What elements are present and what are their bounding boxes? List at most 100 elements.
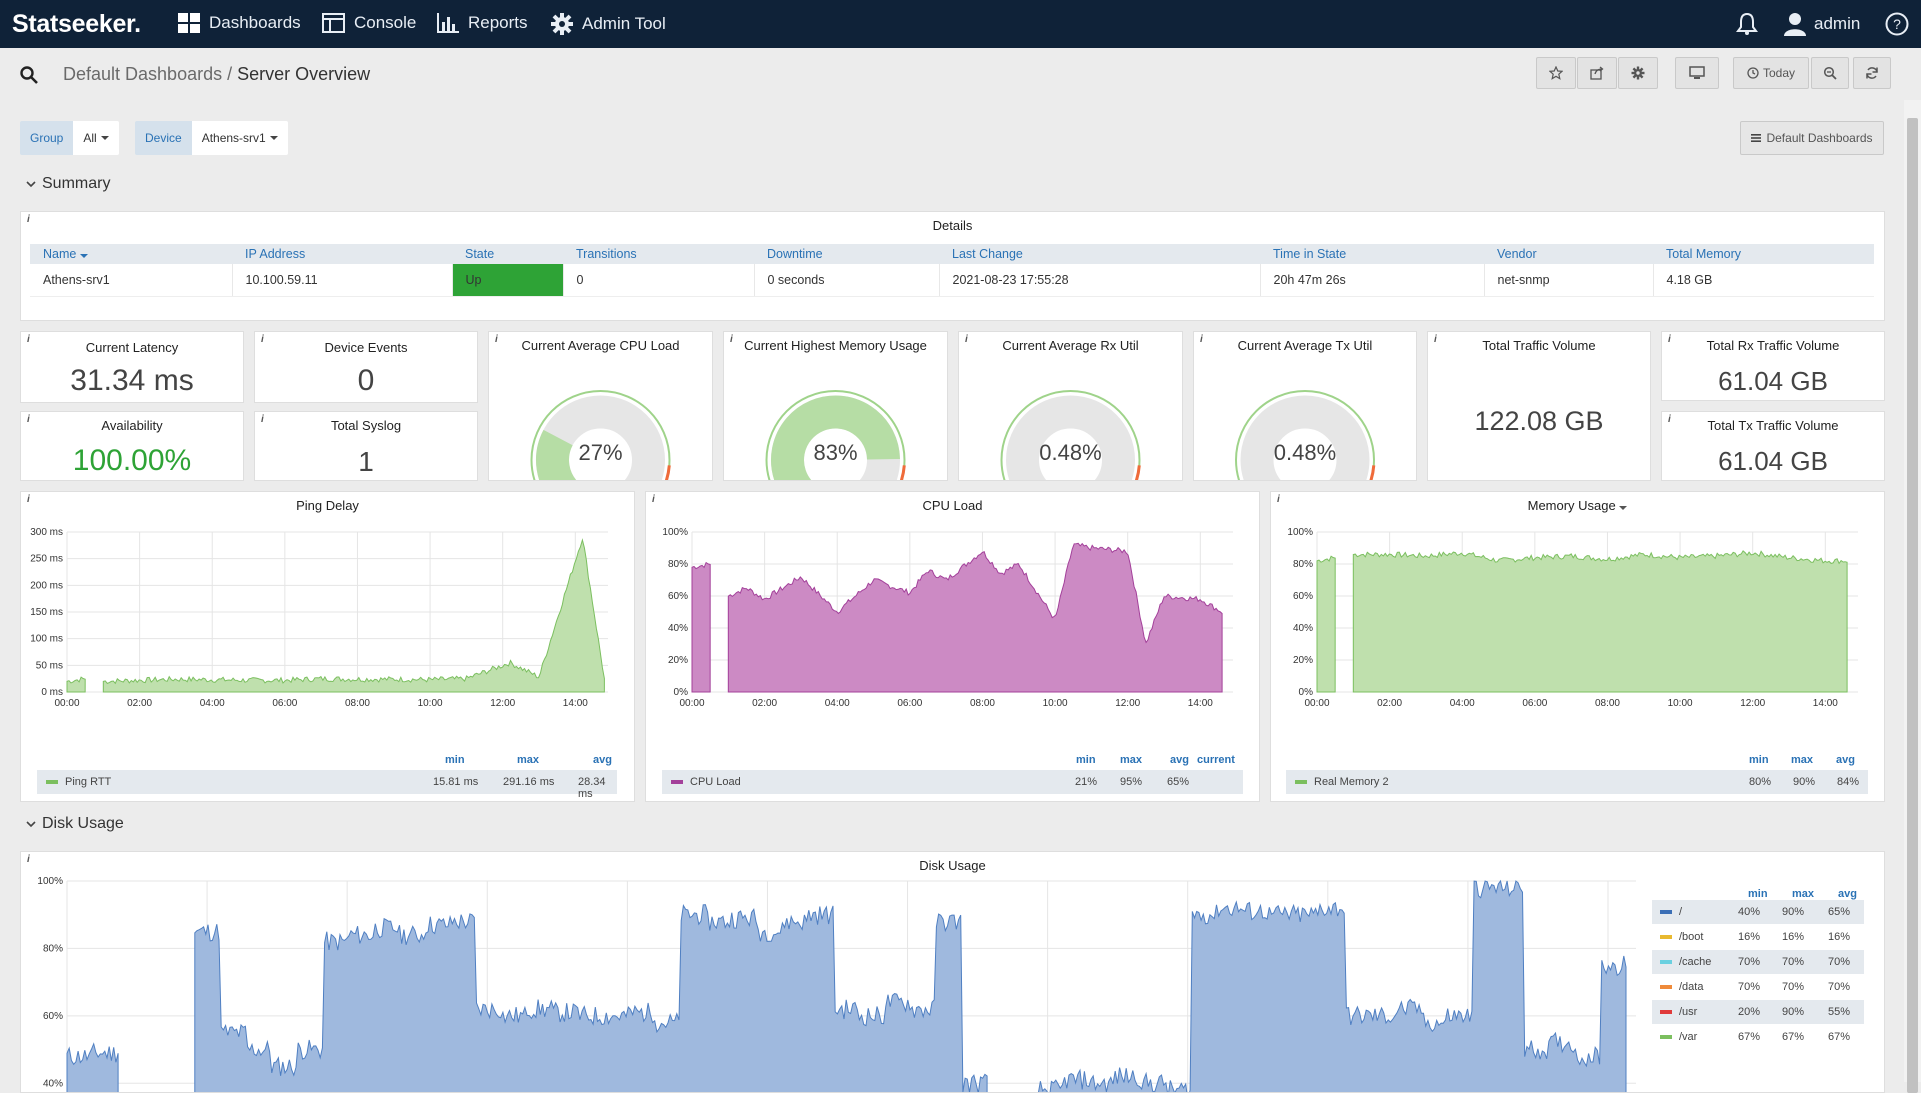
breadcrumb: Default Dashboards / Server Overview	[63, 64, 370, 85]
info-icon[interactable]: i	[1668, 334, 1671, 345]
info-icon[interactable]: i	[730, 334, 733, 345]
column-header-name[interactable]: Name	[30, 244, 232, 264]
info-icon[interactable]: i	[1277, 494, 1280, 505]
column-header[interactable]: State	[452, 244, 563, 264]
legend-header-max: max	[1120, 754, 1143, 766]
nav-dashboards[interactable]: Dashboards	[178, 13, 301, 33]
username: admin	[1814, 14, 1861, 33]
info-icon[interactable]: i	[1668, 414, 1671, 425]
device-events-value: 0	[357, 364, 375, 397]
disk-usage-section-toggle[interactable]: Disk Usage	[26, 815, 124, 833]
current-latency-panel: i Current Latency 31.34 ms	[20, 331, 244, 403]
user-menu[interactable]: admin	[1784, 12, 1860, 36]
x-tick-label: 06:00	[1522, 698, 1547, 709]
info-icon[interactable]: i	[27, 494, 30, 505]
legend-row[interactable]: /boot 16% 16% 16%	[1652, 925, 1864, 949]
legend-row[interactable]: CPU Load 21% 95% 65%	[662, 770, 1243, 794]
page-scrollbar[interactable]	[1904, 100, 1921, 1093]
monitor-icon	[1689, 66, 1705, 79]
column-header[interactable]: Vendor	[1484, 244, 1653, 264]
info-icon[interactable]: i	[261, 334, 264, 345]
nav-admin-tool[interactable]: Admin Tool	[551, 13, 666, 35]
column-header[interactable]: Time in State	[1260, 244, 1484, 264]
y-tick-label: 250 ms	[30, 554, 63, 565]
chart-title-dropdown[interactable]: Memory Usage	[1271, 498, 1884, 513]
series-swatch	[671, 780, 683, 784]
column-header[interactable]: Last Change	[939, 244, 1260, 264]
x-tick-label: 12:00	[490, 698, 515, 709]
info-icon[interactable]: i	[27, 854, 30, 865]
nav-label: Admin Tool	[582, 14, 666, 33]
y-tick-label: 40%	[668, 623, 688, 634]
x-tick-label: 12:00	[1740, 698, 1765, 709]
display-mode-button[interactable]	[1675, 57, 1719, 89]
info-icon[interactable]: i	[1200, 334, 1203, 345]
legend-min: 80%	[1749, 776, 1772, 788]
legend-min: 67%	[1738, 1031, 1761, 1043]
x-tick-label: 02:00	[752, 698, 777, 709]
legend-series-name: /var	[1679, 1031, 1698, 1043]
settings-button[interactable]	[1618, 57, 1658, 89]
share-button[interactable]	[1577, 57, 1617, 89]
column-header[interactable]: Transitions	[563, 244, 754, 264]
column-header[interactable]: Downtime	[754, 244, 939, 264]
x-tick-label: 12:00	[1115, 698, 1140, 709]
nav-label: Reports	[468, 13, 528, 32]
legend-row[interactable]: Ping RTT 15.81 ms 291.16 ms 28.34 ms	[37, 770, 617, 800]
legend-header-max: max	[1792, 888, 1815, 900]
memory-usage-panel: i Memory Usage 0% 20% 40% 60% 80% 100% 00:00 02…	[1270, 491, 1885, 802]
x-tick-label: 04:00	[825, 698, 850, 709]
availability-panel: i Availability 100.00%	[20, 411, 244, 481]
column-header[interactable]: Total Memory	[1653, 244, 1874, 264]
statseeker-logo[interactable]: Statseeker.	[12, 10, 141, 38]
info-icon[interactable]: i	[495, 334, 498, 345]
y-tick-label: 100%	[662, 527, 688, 538]
legend-header-min: min	[1076, 754, 1096, 766]
details-table: Name IP Address State Transitions Downti…	[30, 244, 1874, 297]
legend-row[interactable]: /var 67% 67% 67%	[1652, 1025, 1864, 1049]
console-icon	[322, 13, 345, 33]
summary-section-toggle[interactable]: Summary	[26, 175, 110, 193]
legend-row[interactable]: / 40% 90% 65%	[1652, 900, 1864, 924]
x-tick-label: 02:00	[1377, 698, 1402, 709]
legend-max: 16%	[1782, 931, 1805, 943]
nav-label: Console	[354, 13, 417, 32]
group-select[interactable]: All	[73, 121, 119, 155]
device-select[interactable]: Athens-srv1	[191, 121, 288, 155]
chart-title: CPU Load	[922, 498, 983, 513]
gauge-value: 0.48%	[1039, 440, 1102, 465]
default-dashboards-button[interactable]: Default Dashboards	[1740, 121, 1884, 155]
search-icon[interactable]	[20, 66, 38, 84]
legend-row[interactable]: /cache 70% 70% 70%	[1652, 950, 1864, 974]
disk-usage-panel: i Disk Usage 40% 60% 80% 100% min max avg /…	[20, 851, 1885, 1093]
nav-reports[interactable]: Reports	[437, 13, 528, 33]
info-icon[interactable]: i	[27, 414, 30, 425]
scrollbar-thumb[interactable]	[1907, 118, 1918, 1093]
legend-row[interactable]: /data 70% 70% 70%	[1652, 975, 1864, 999]
info-icon[interactable]: i	[1434, 334, 1437, 345]
favorite-button[interactable]	[1536, 57, 1576, 89]
help-button[interactable]: ?	[1885, 12, 1909, 36]
table-cell: 0	[562, 264, 754, 297]
refresh-button[interactable]	[1853, 57, 1891, 89]
info-icon[interactable]: i	[965, 334, 968, 345]
info-icon[interactable]: i	[261, 414, 264, 425]
legend-header-avg: avg	[1836, 754, 1855, 766]
device-filter-label: Device	[135, 121, 192, 155]
zoom-out-button[interactable]	[1811, 57, 1849, 89]
notifications-button[interactable]	[1736, 12, 1758, 36]
info-icon[interactable]: i	[27, 214, 30, 225]
panel-title: Current Latency	[85, 340, 179, 355]
info-icon[interactable]: i	[27, 334, 30, 345]
legend-series-name: Ping RTT	[65, 776, 112, 788]
breadcrumb-parent[interactable]: Default Dashboards	[63, 64, 223, 84]
legend-row[interactable]: /usr 20% 90% 55%	[1652, 1000, 1864, 1024]
gauge-threshold	[664, 465, 671, 480]
info-icon[interactable]: i	[652, 494, 655, 505]
total-traffic-value: 122.08 GB	[1474, 406, 1604, 436]
column-header[interactable]: IP Address	[232, 244, 452, 264]
panel-title: Device Events	[324, 340, 408, 355]
nav-console[interactable]: Console	[322, 13, 416, 33]
legend-row[interactable]: Real Memory 2 80% 90% 84%	[1286, 770, 1868, 794]
time-range-button[interactable]: Today	[1733, 57, 1809, 89]
